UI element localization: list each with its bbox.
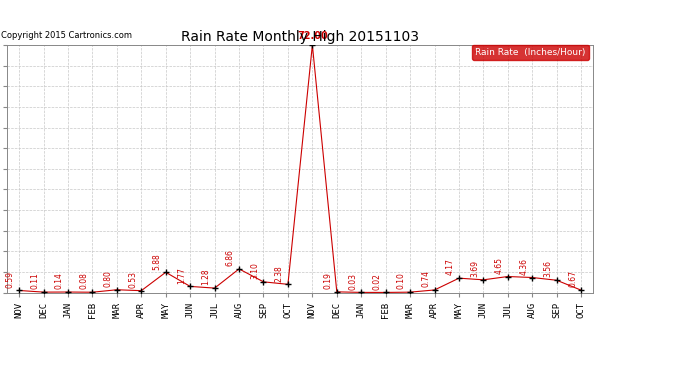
Text: 3.10: 3.10	[250, 262, 259, 279]
Text: 0.08: 0.08	[79, 273, 88, 290]
Text: 1.28: 1.28	[201, 269, 210, 285]
Text: 0.67: 0.67	[568, 270, 577, 287]
Text: 0.14: 0.14	[55, 272, 64, 289]
Text: 0.10: 0.10	[397, 273, 406, 290]
Text: Copyright 2015 Cartronics.com: Copyright 2015 Cartronics.com	[1, 31, 132, 40]
Text: 0.02: 0.02	[373, 273, 382, 290]
Text: 6.86: 6.86	[226, 249, 235, 266]
Text: 3.69: 3.69	[471, 260, 480, 277]
Text: 0.03: 0.03	[348, 273, 357, 290]
Text: 2.38: 2.38	[275, 265, 284, 282]
Text: 1.77: 1.77	[177, 267, 186, 284]
Text: 0.74: 0.74	[422, 270, 431, 287]
Text: 5.88: 5.88	[152, 253, 161, 270]
Legend: Rain Rate  (Inches/Hour): Rain Rate (Inches/Hour)	[472, 45, 589, 60]
Text: 4.17: 4.17	[446, 258, 455, 275]
Text: 72.00: 72.00	[297, 31, 328, 41]
Text: 4.36: 4.36	[519, 258, 528, 275]
Text: 0.53: 0.53	[128, 271, 137, 288]
Text: 0.80: 0.80	[104, 270, 112, 287]
Text: 0.19: 0.19	[324, 272, 333, 289]
Text: 0.59: 0.59	[6, 271, 15, 288]
Text: 3.56: 3.56	[544, 261, 553, 278]
Title: Rain Rate Monthly High 20151103: Rain Rate Monthly High 20151103	[181, 30, 419, 44]
Text: 0.11: 0.11	[30, 273, 39, 290]
Text: 4.65: 4.65	[495, 257, 504, 274]
